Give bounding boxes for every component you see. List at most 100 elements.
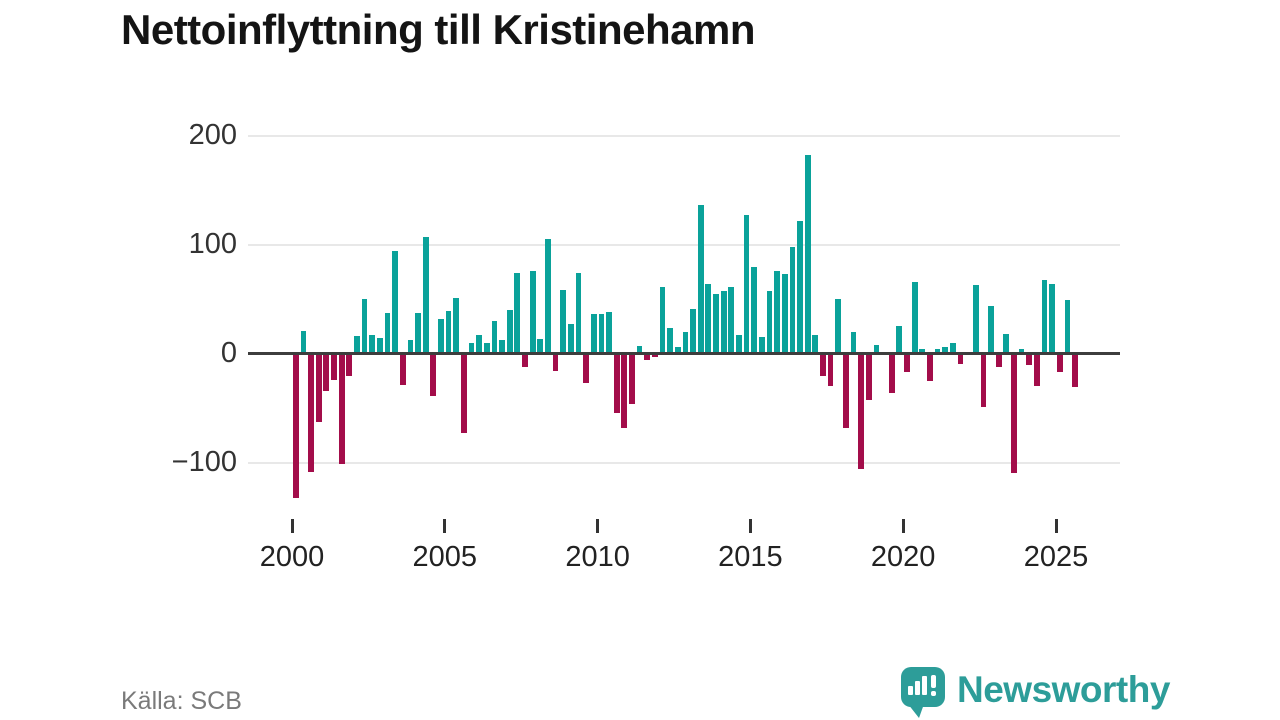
bar-2001-Q1 (323, 353, 330, 391)
y-axis-label--100: −100 (171, 445, 237, 478)
bar-2013-Q3 (705, 283, 712, 354)
x-axis-tick-2000 (290, 519, 294, 533)
bar-2018-Q2 (850, 331, 857, 354)
bar-2025-Q3 (1072, 353, 1078, 388)
bar-2015-Q4 (774, 270, 781, 354)
bar-2001-Q4 (346, 353, 353, 377)
bar-2005-Q2 (453, 297, 460, 354)
bar-2006-Q2 (483, 342, 490, 354)
bar-2009-Q1 (567, 324, 574, 354)
bar-2021-Q2 (942, 346, 949, 354)
bar-2003-Q2 (392, 251, 399, 354)
bar-2010-Q1 (598, 314, 605, 354)
bar-2020-Q2 (911, 281, 918, 354)
bar-2021-Q1 (934, 349, 941, 354)
x-axis-label-2000: 2000 (259, 541, 325, 573)
bar-2022-Q2 (972, 284, 979, 354)
bar-2014-Q4 (743, 215, 750, 354)
bar-2004-Q3 (430, 353, 437, 396)
bar-2013-Q1 (690, 308, 696, 354)
logo-mini-bar-3 (922, 676, 927, 695)
bar-2015-Q2 (758, 337, 765, 354)
bar-2016-Q2 (789, 246, 796, 354)
y-axis-label-0: 0 (220, 336, 237, 369)
x-axis-label-2005: 2005 (412, 541, 478, 573)
bar-2024-Q4 (1049, 283, 1056, 354)
bar-2001-Q3 (338, 353, 345, 464)
x-axis-tick-2025 (1054, 519, 1058, 533)
bar-2021-Q3 (949, 342, 956, 354)
bar-2020-Q4 (927, 353, 933, 381)
bar-2012-Q3 (674, 346, 681, 354)
bar-2013-Q2 (697, 205, 704, 354)
bar-2008-Q3 (552, 353, 559, 371)
logo-exclamation-dot (931, 691, 936, 696)
bar-2012-Q4 (682, 331, 689, 354)
bar-2011-Q4 (651, 353, 658, 357)
bar-2003-Q4 (407, 340, 414, 354)
x-axis-label-2020: 2020 (870, 541, 936, 573)
bar-2007-Q4 (529, 270, 536, 354)
logo-mini-bar-2 (915, 681, 920, 695)
bar-2000-Q1 (292, 353, 299, 499)
bar-2020-Q3 (919, 349, 926, 354)
bar-2017-Q2 (820, 353, 826, 377)
bar-2007-Q2 (514, 272, 521, 354)
bar-2010-Q3 (613, 353, 620, 414)
bar-2001-Q2 (331, 353, 337, 380)
bar-2012-Q1 (659, 287, 666, 354)
bar-2018-Q1 (842, 353, 849, 428)
x-axis-tick-2010 (596, 519, 600, 533)
zero-axis-line (248, 352, 1120, 355)
x-axis-tick-2005 (443, 519, 447, 533)
bar-2011-Q3 (644, 353, 651, 361)
bar-2017-Q4 (835, 299, 842, 354)
bar-2016-Q4 (804, 155, 811, 354)
bar-2009-Q3 (583, 353, 590, 383)
x-axis-label-2010: 2010 (565, 541, 630, 573)
bar-2009-Q4 (590, 314, 597, 354)
y-axis-label-200: 200 (188, 118, 237, 151)
bar-2019-Q4 (896, 326, 903, 354)
bar-2007-Q3 (522, 353, 528, 367)
bar-2005-Q4 (468, 342, 475, 354)
x-axis-label-2015: 2015 (718, 541, 783, 573)
bar-2007-Q1 (506, 309, 513, 354)
bar-2019-Q3 (888, 353, 895, 393)
logo-mini-bar-1 (908, 686, 913, 695)
bar-2020-Q1 (904, 353, 910, 373)
bar-2014-Q3 (736, 334, 742, 354)
bar-2009-Q2 (575, 272, 582, 354)
gridline-−100 (248, 461, 1120, 464)
bar-2023-Q1 (995, 353, 1002, 367)
bar-2013-Q4 (713, 293, 719, 354)
bar-2014-Q2 (728, 287, 735, 354)
bar-2005-Q3 (460, 353, 467, 434)
bar-2018-Q3 (858, 353, 865, 470)
speech-bubble-bar-chart-icon (901, 667, 945, 707)
bar-2005-Q1 (445, 310, 452, 354)
bar-2025-Q1 (1056, 353, 1063, 373)
bar-2015-Q1 (751, 267, 758, 354)
bar-2006-Q3 (491, 320, 498, 354)
bar-2011-Q1 (629, 353, 635, 404)
bar-2017-Q1 (812, 334, 819, 354)
bar-2002-Q1 (354, 336, 360, 354)
bar-2024-Q1 (1026, 353, 1033, 366)
x-axis-tick-2020 (901, 519, 905, 533)
bar-2016-Q3 (797, 220, 803, 354)
chart-title: Nettoinflyttning till Kristinehamn (121, 6, 755, 53)
bar-2022-Q4 (988, 305, 994, 354)
bar-2002-Q4 (376, 338, 383, 354)
bar-2015-Q3 (766, 291, 773, 354)
bar-2006-Q4 (499, 340, 505, 354)
bar-2018-Q4 (865, 353, 872, 401)
bar-2002-Q3 (369, 334, 376, 354)
bar-2003-Q1 (384, 313, 391, 354)
bar-2019-Q1 (873, 344, 880, 354)
bar-2016-Q1 (781, 273, 788, 354)
y-axis-label-100: 100 (188, 227, 237, 260)
brand-wordmark: Newsworthy (957, 669, 1170, 710)
bar-2006-Q1 (476, 334, 483, 354)
bar-2023-Q2 (1003, 333, 1010, 354)
